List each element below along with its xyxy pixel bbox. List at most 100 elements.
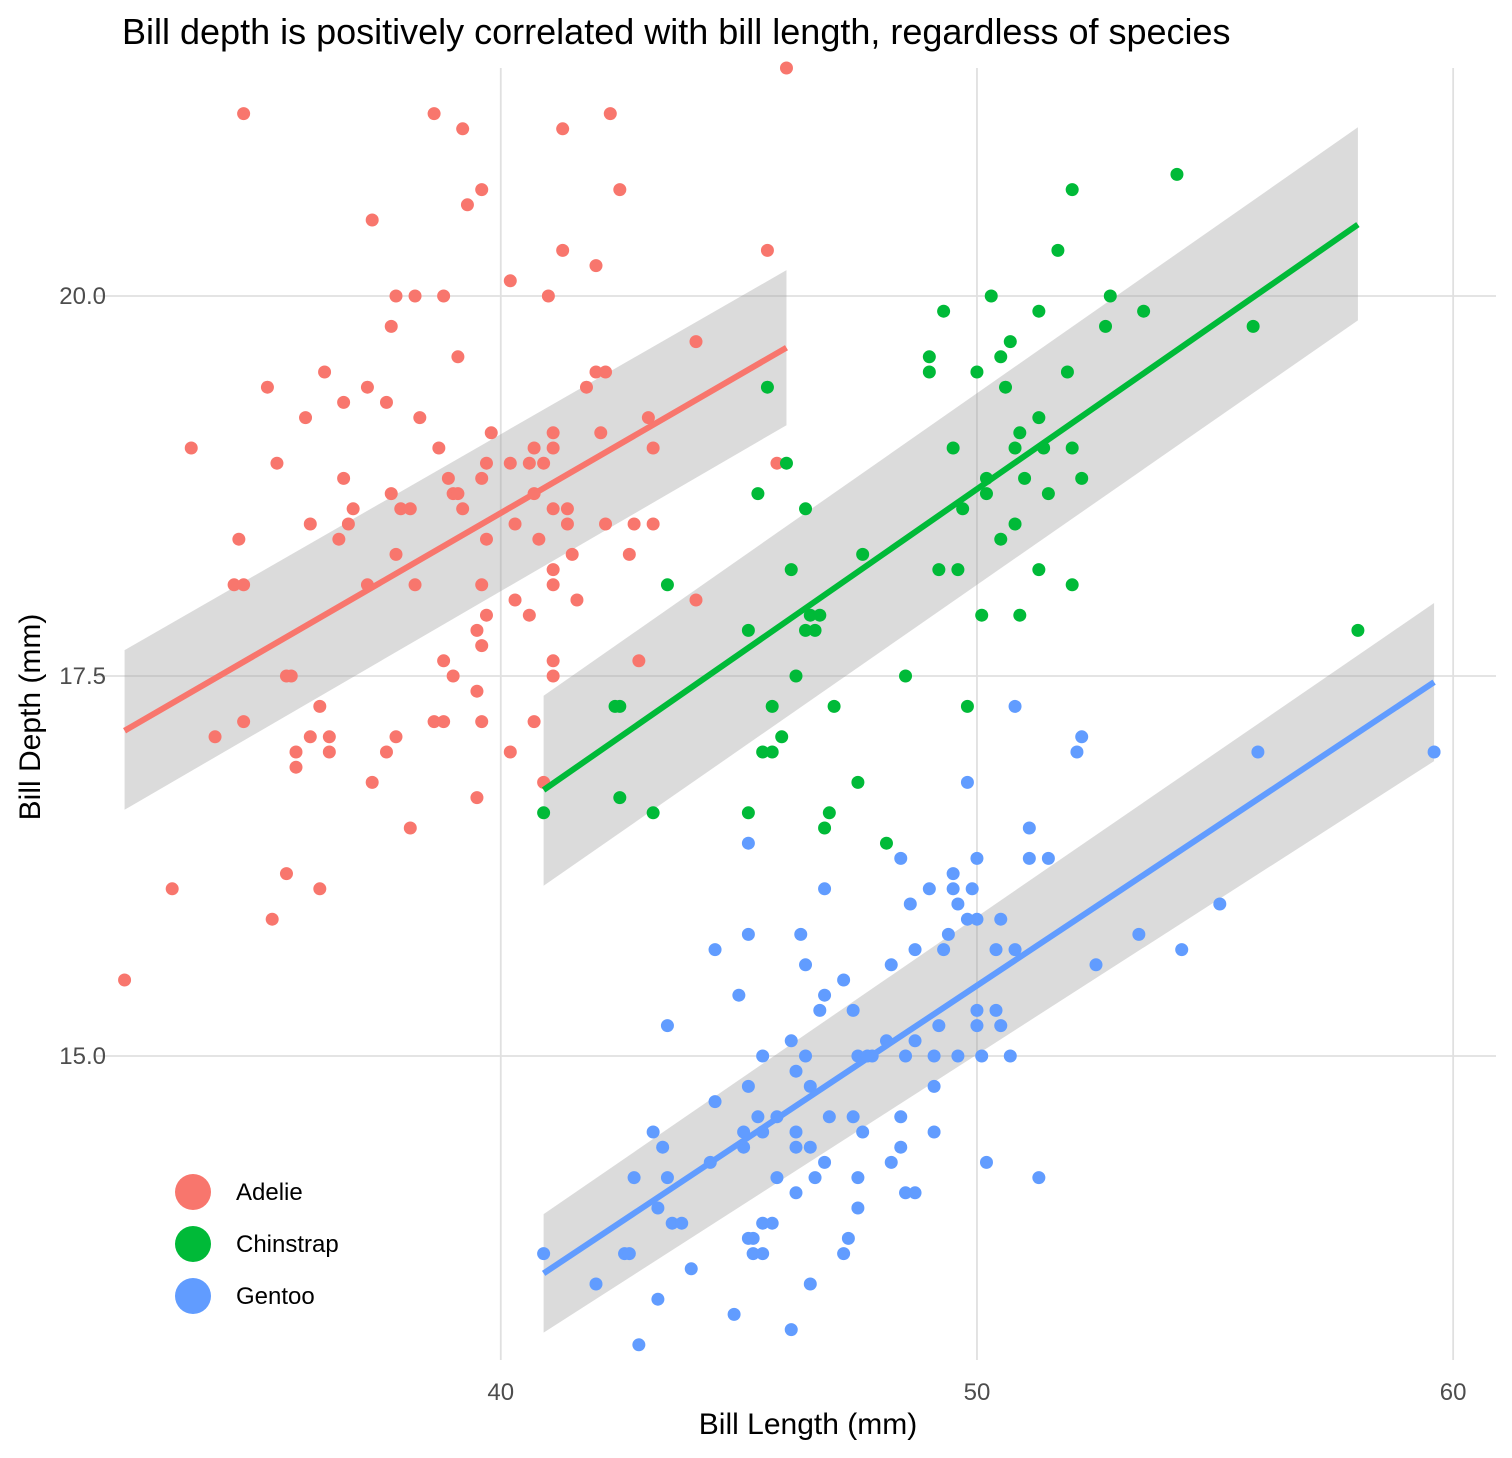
gentoo-point <box>1070 745 1084 759</box>
gentoo-point <box>622 1247 636 1261</box>
chinstrap-point <box>760 380 774 394</box>
y-tick-label: 17.5 <box>59 663 106 690</box>
adelie-point <box>408 289 422 303</box>
adelie-point <box>184 441 198 455</box>
adelie-point <box>532 532 546 546</box>
gentoo-point <box>732 988 746 1002</box>
adelie-point <box>646 441 660 455</box>
gentoo-point <box>937 943 951 957</box>
gentoo-point <box>660 1019 674 1033</box>
gentoo-point <box>789 1125 803 1139</box>
adelie-point <box>689 335 703 349</box>
y-tick-label: 15.0 <box>59 1043 106 1070</box>
adelie-point <box>322 745 336 759</box>
gentoo-point <box>994 912 1008 926</box>
gentoo-point <box>951 1049 965 1063</box>
adelie-point <box>475 578 489 592</box>
x-tick-label: 40 <box>487 1379 514 1406</box>
chinstrap-point <box>975 608 989 622</box>
adelie-point <box>479 532 493 546</box>
gentoo-point <box>537 1247 551 1261</box>
adelie-point <box>432 441 446 455</box>
adelie-point <box>384 487 398 501</box>
gentoo-point <box>1022 851 1036 865</box>
gentoo-point <box>784 1323 798 1337</box>
chinstrap-point <box>827 699 841 713</box>
adelie-point <box>470 684 484 698</box>
gentoo-point <box>756 1216 770 1230</box>
adelie-point <box>322 730 336 744</box>
gentoo-point <box>818 882 832 896</box>
gentoo-point <box>837 973 851 987</box>
adelie-point <box>403 821 417 835</box>
gentoo-point <box>803 1079 817 1093</box>
chinstrap-point <box>1351 623 1365 637</box>
adelie-point <box>579 380 593 394</box>
gentoo-point <box>727 1307 741 1321</box>
adelie-point <box>475 639 489 653</box>
gentoo-point <box>1132 927 1146 941</box>
adelie-point <box>779 61 793 75</box>
chinstrap-point <box>1099 319 1113 333</box>
gentoo-point <box>989 1003 1003 1017</box>
adelie-point <box>456 502 470 516</box>
gentoo-point <box>960 912 974 926</box>
chinstrap-point <box>979 487 993 501</box>
adelie-point <box>632 654 646 668</box>
adelie-point <box>427 107 441 121</box>
chinstrap-point <box>799 502 813 516</box>
chinstrap-point <box>1032 411 1046 425</box>
gentoo-point <box>794 927 808 941</box>
legend-key-gentoo <box>175 1278 211 1314</box>
adelie-point <box>503 456 517 470</box>
y-axis-title: Bill Depth (mm) <box>14 614 47 821</box>
gentoo-point <box>946 867 960 881</box>
adelie-point <box>456 122 470 136</box>
adelie-point <box>541 289 555 303</box>
chinstrap-point <box>756 745 770 759</box>
y-tick-label: 20.0 <box>59 283 106 310</box>
adelie-fit-line <box>123 345 788 734</box>
gentoo-point <box>946 882 960 896</box>
gentoo-point <box>1251 745 1265 759</box>
adelie-point <box>408 578 422 592</box>
adelie-point <box>208 730 222 744</box>
chinstrap-point <box>1041 487 1055 501</box>
adelie-point <box>118 973 132 987</box>
chinstrap-point <box>808 623 822 637</box>
adelie-point <box>437 654 451 668</box>
gentoo-point <box>1032 1171 1046 1185</box>
adelie-point <box>270 456 284 470</box>
chinstrap-point <box>784 563 798 577</box>
adelie-point <box>332 532 346 546</box>
adelie-point <box>379 745 393 759</box>
adelie-point <box>446 669 460 683</box>
adelie-point <box>475 183 489 197</box>
adelie-point <box>527 715 541 729</box>
gentoo-point <box>756 1247 770 1261</box>
chinstrap-point <box>765 745 779 759</box>
gentoo-point <box>789 1140 803 1154</box>
gentoo-point <box>856 1125 870 1139</box>
gentoo-point <box>665 1216 679 1230</box>
adelie-point <box>303 730 317 744</box>
adelie-point <box>546 441 560 455</box>
legend: Adelie Chinstrap Gentoo <box>175 1174 339 1314</box>
gentoo-point <box>632 1338 646 1352</box>
gentoo-point <box>708 943 722 957</box>
gentoo-point <box>1175 943 1189 957</box>
adelie-point <box>560 517 574 531</box>
chinstrap-point <box>1065 578 1079 592</box>
gentoo-point <box>837 1247 851 1261</box>
chinstrap-point <box>1008 517 1022 531</box>
adelie-point <box>503 745 517 759</box>
adelie-point <box>460 198 474 212</box>
chinstrap-point <box>932 563 946 577</box>
adelie-point <box>365 213 379 227</box>
gentoo-point <box>927 1125 941 1139</box>
gentoo-point <box>675 1216 689 1230</box>
gentoo-point <box>932 1019 946 1033</box>
fit-lines <box>123 222 1436 1276</box>
adelie-point <box>341 517 355 531</box>
gentoo-point <box>708 1095 722 1109</box>
